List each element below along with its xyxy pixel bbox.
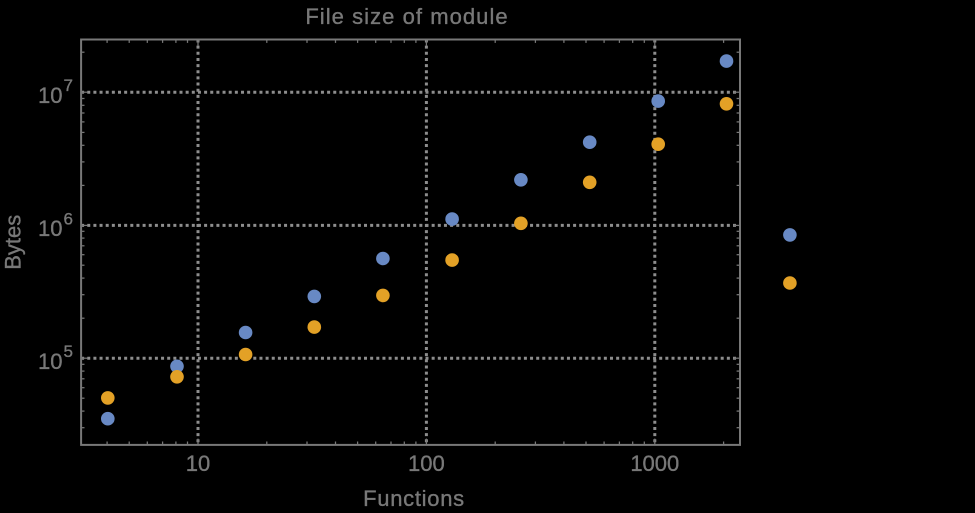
svg-text:Functions: Functions [363, 486, 465, 511]
svg-text:File size of module: File size of module [305, 4, 508, 29]
svg-text:1000: 1000 [630, 451, 679, 476]
svg-text:10: 10 [38, 216, 62, 241]
svg-text:10: 10 [38, 349, 62, 374]
svg-text:10: 10 [186, 451, 210, 476]
svg-text:10: 10 [38, 83, 62, 108]
svg-text:100: 100 [408, 451, 445, 476]
svg-text:Bytes: Bytes [0, 215, 25, 270]
svg-text:7: 7 [64, 76, 73, 95]
svg-text:6: 6 [64, 209, 73, 228]
svg-text:5: 5 [64, 342, 73, 361]
